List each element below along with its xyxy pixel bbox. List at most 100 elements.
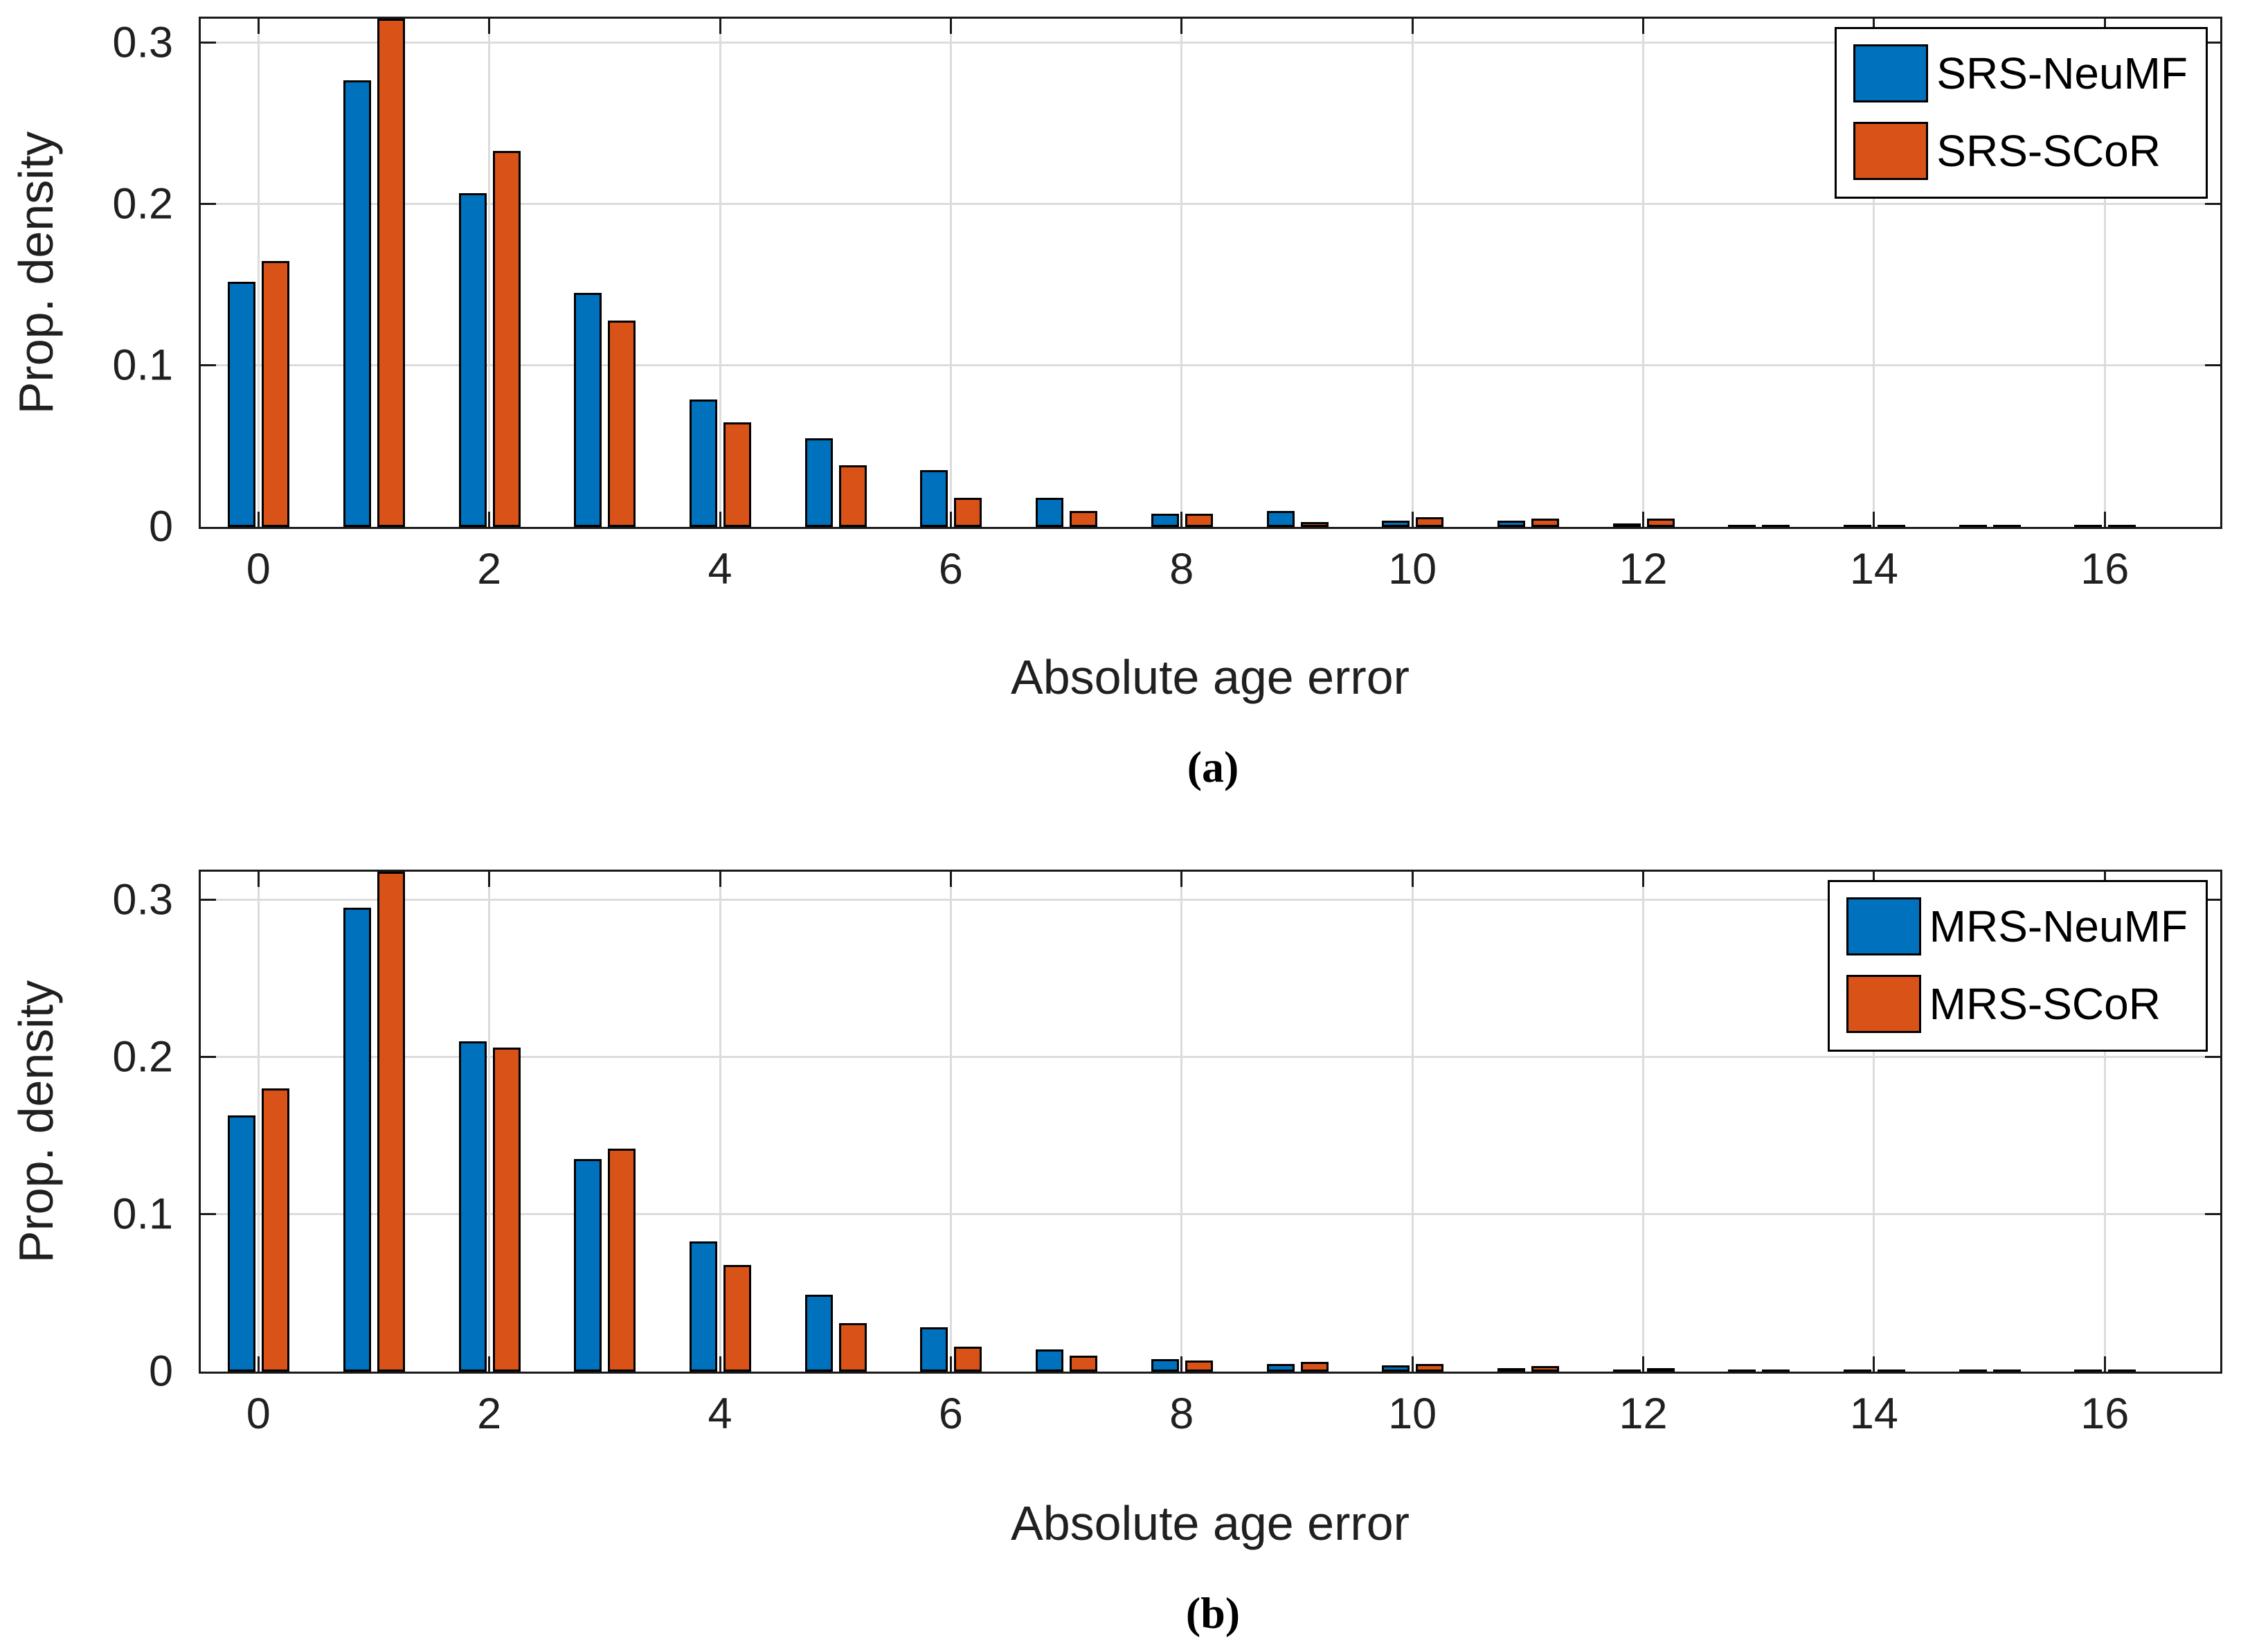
bar-srs-neumf bbox=[1959, 525, 1987, 527]
x-tick-top bbox=[488, 19, 491, 34]
h-gridline bbox=[201, 203, 2220, 206]
legend-b: MRS-NeuMF MRS-SCoR bbox=[1827, 880, 2208, 1052]
x-tick-label: 16 bbox=[2080, 1390, 2130, 1438]
caption-b: (b) bbox=[1185, 1588, 1241, 1637]
bar-srs-scor bbox=[1070, 510, 1098, 527]
v-gridline bbox=[1411, 19, 1414, 527]
bar-mrs-scor bbox=[723, 1264, 752, 1372]
x-axis-label-b: Absolute age error bbox=[1011, 1496, 1410, 1550]
h-gridline bbox=[201, 364, 2220, 367]
y-tick bbox=[201, 42, 216, 44]
bar-mrs-neumf bbox=[690, 1241, 718, 1372]
x-tick bbox=[1180, 512, 1183, 527]
x-tick-label: 6 bbox=[938, 1390, 963, 1438]
bar-mrs-neumf bbox=[2074, 1370, 2103, 1372]
y-tick bbox=[201, 1056, 216, 1059]
x-tick bbox=[1411, 1356, 1414, 1372]
bar-srs-scor bbox=[838, 465, 867, 527]
x-tick-label: 14 bbox=[1849, 545, 1898, 593]
x-tick-top bbox=[719, 19, 721, 34]
bar-srs-scor bbox=[1992, 525, 2021, 527]
legend-item-label: MRS-NeuMF bbox=[1929, 901, 2188, 951]
bar-mrs-neumf bbox=[804, 1294, 833, 1372]
bar-mrs-neumf bbox=[1036, 1349, 1064, 1372]
x-tick bbox=[257, 1356, 260, 1372]
x-tick-top bbox=[719, 872, 721, 887]
x-tick bbox=[257, 512, 260, 527]
bar-srs-neumf bbox=[804, 438, 833, 527]
h-gridline bbox=[201, 1056, 2220, 1059]
bar-srs-scor bbox=[1185, 514, 1213, 527]
x-tick-label: 4 bbox=[708, 545, 732, 593]
bar-srs-neumf bbox=[690, 399, 718, 527]
y-tick-right bbox=[2205, 364, 2220, 367]
bar-mrs-neumf bbox=[920, 1327, 948, 1372]
bar-srs-neumf bbox=[2074, 525, 2103, 527]
v-gridline bbox=[719, 872, 721, 1372]
bar-mrs-neumf bbox=[228, 1115, 256, 1372]
x-tick-label: 12 bbox=[1619, 1390, 1668, 1438]
x-tick-top bbox=[1642, 872, 1645, 887]
x-tick bbox=[1642, 1356, 1645, 1372]
x-tick-label: 0 bbox=[246, 1390, 271, 1438]
v-gridline bbox=[2103, 872, 2106, 1372]
v-gridline bbox=[1180, 19, 1183, 527]
bar-mrs-neumf bbox=[574, 1159, 602, 1372]
bar-srs-scor bbox=[1646, 519, 1675, 527]
bar-srs-neumf bbox=[1497, 520, 1525, 527]
x-tick bbox=[1180, 1356, 1183, 1372]
x-tick-label: 8 bbox=[1169, 545, 1194, 593]
y-tick-label: 0 bbox=[148, 502, 173, 551]
y-tick-right bbox=[2205, 42, 2220, 44]
bar-srs-scor bbox=[377, 19, 406, 527]
bar-srs-neumf bbox=[343, 80, 372, 527]
bar-mrs-scor bbox=[1646, 1368, 1675, 1372]
y-tick-label: 0.2 bbox=[112, 179, 173, 228]
bar-mrs-neumf bbox=[1959, 1370, 1987, 1372]
bar-mrs-neumf bbox=[1843, 1370, 1871, 1372]
bar-mrs-scor bbox=[1877, 1370, 1905, 1372]
y-tick bbox=[201, 364, 216, 367]
v-gridline bbox=[719, 19, 721, 527]
bar-srs-scor bbox=[954, 498, 982, 527]
legend-swatch-icon bbox=[1846, 897, 1921, 955]
y-tick-label: 0.2 bbox=[112, 1032, 173, 1081]
bar-mrs-scor bbox=[377, 872, 406, 1372]
h-gridline bbox=[201, 1213, 2220, 1216]
bar-srs-neumf bbox=[1728, 524, 1756, 527]
x-tick bbox=[719, 1356, 721, 1372]
x-tick-top bbox=[1873, 872, 1875, 887]
bar-srs-scor bbox=[723, 422, 752, 527]
x-tick bbox=[949, 1356, 952, 1372]
x-tick-label: 6 bbox=[938, 545, 963, 593]
legend-item-label: SRS-SCoR bbox=[1936, 126, 2161, 176]
x-tick-top bbox=[1180, 19, 1183, 34]
legend-item: SRS-NeuMF bbox=[1853, 44, 2188, 102]
x-tick bbox=[488, 1356, 491, 1372]
bar-mrs-scor bbox=[1992, 1370, 2021, 1372]
v-gridline bbox=[1873, 19, 1875, 527]
v-gridline bbox=[949, 19, 952, 527]
bar-srs-scor bbox=[492, 151, 521, 527]
bar-srs-scor bbox=[1416, 517, 1444, 527]
bar-srs-neumf bbox=[1036, 498, 1064, 527]
bar-mrs-scor bbox=[608, 1148, 636, 1372]
bar-srs-neumf bbox=[1382, 520, 1410, 527]
x-tick-top bbox=[257, 19, 260, 34]
bar-mrs-scor bbox=[262, 1088, 290, 1372]
legend-item-label: MRS-SCoR bbox=[1929, 979, 2161, 1029]
bar-mrs-neumf bbox=[1266, 1363, 1295, 1372]
bar-srs-scor bbox=[1300, 522, 1329, 527]
x-tick-label: 8 bbox=[1169, 1390, 1194, 1438]
y-tick bbox=[201, 1213, 216, 1216]
x-tick-label: 10 bbox=[1388, 1390, 1437, 1438]
v-gridline bbox=[1873, 872, 1875, 1372]
plot-area-b: 0 2 4 6 8 10 12 14 16 0 0.1 0.2 0.3 MRS-NeuMF MRS-SCoR bbox=[112, 870, 2222, 1436]
x-tick bbox=[488, 512, 491, 527]
legend-swatch-icon bbox=[1846, 975, 1921, 1033]
y-axis-label-a: Prop. density bbox=[9, 131, 63, 415]
bar-srs-neumf bbox=[458, 192, 487, 527]
legend-item-label: SRS-NeuMF bbox=[1936, 48, 2188, 98]
bar-mrs-scor bbox=[2108, 1370, 2136, 1372]
bar-srs-scor bbox=[608, 320, 636, 527]
